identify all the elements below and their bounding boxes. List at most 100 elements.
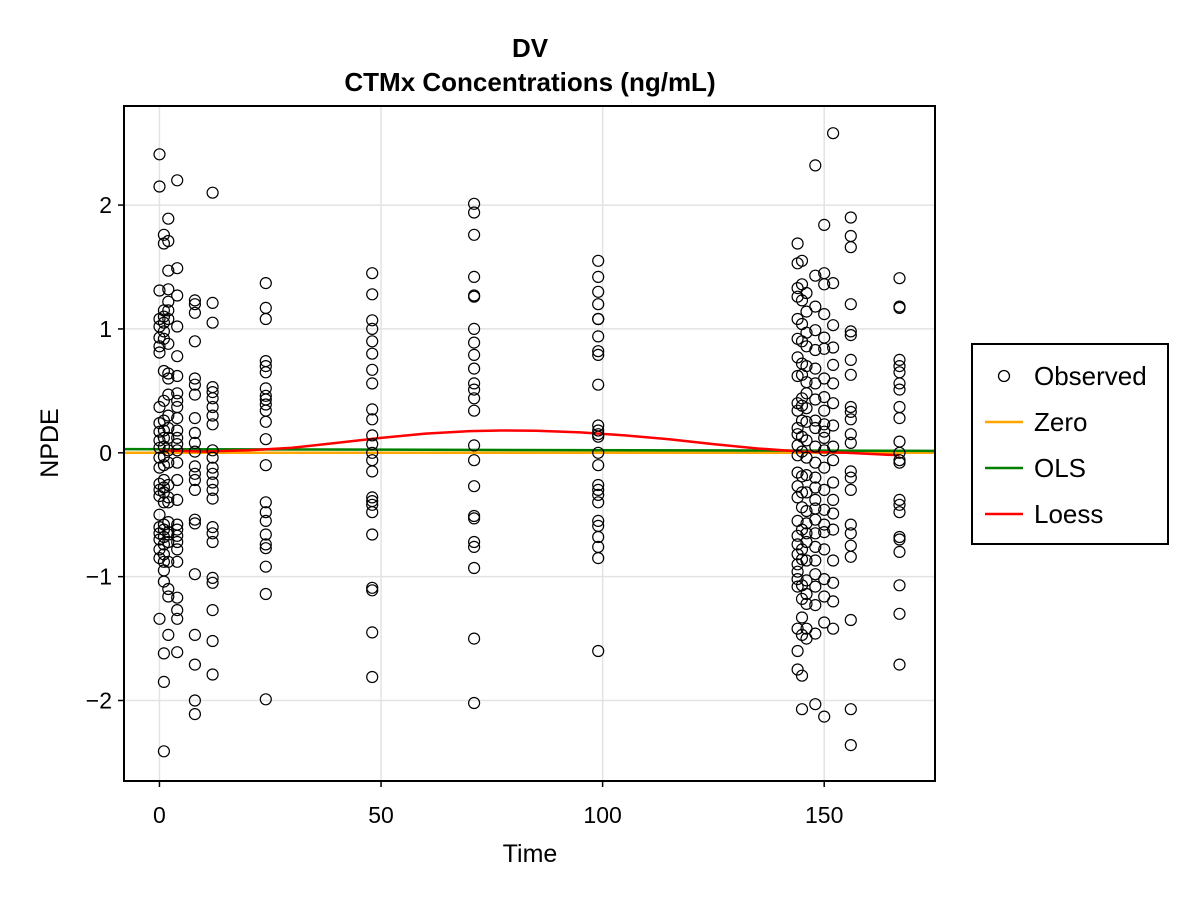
y-tick-label: 2 <box>99 192 112 218</box>
y-tick-label: −1 <box>86 564 112 590</box>
observed-point <box>206 634 219 648</box>
observed-point <box>795 669 809 682</box>
observed-point <box>844 400 857 414</box>
observed-point <box>592 478 605 492</box>
observed-point <box>259 366 272 379</box>
observed-point <box>157 394 170 407</box>
observed-point <box>259 459 272 472</box>
observed-point <box>171 456 184 469</box>
observed-point <box>818 543 831 556</box>
observed-point <box>206 476 219 489</box>
observed-point <box>592 483 605 496</box>
observed-point <box>206 535 219 549</box>
observed-point <box>809 598 822 612</box>
observed-point <box>826 358 840 371</box>
observed-point <box>468 404 481 417</box>
observed-point <box>791 449 804 462</box>
observed-point <box>153 331 166 344</box>
observed-point <box>188 388 201 401</box>
observed-point <box>171 394 184 407</box>
observed-point <box>893 360 906 373</box>
observed-point <box>809 269 822 282</box>
observed-point <box>206 461 219 474</box>
observed-point <box>171 289 184 302</box>
observed-point <box>795 553 809 566</box>
observed-point <box>188 306 201 319</box>
observed-point <box>468 540 481 554</box>
observed-point <box>206 386 219 399</box>
observed-point <box>800 326 813 339</box>
observed-point <box>592 312 605 326</box>
observed-point <box>791 565 804 578</box>
observed-point <box>206 467 219 480</box>
observed-point <box>893 272 906 285</box>
observed-point <box>592 446 605 459</box>
observed-point <box>171 320 184 333</box>
observed-point <box>826 277 840 290</box>
observed-point <box>162 582 175 596</box>
observed-point <box>188 298 201 311</box>
x-tick-label: 0 <box>153 802 166 828</box>
observed-point <box>259 389 272 402</box>
observed-point <box>844 428 857 441</box>
observed-point <box>809 324 822 337</box>
observed-point <box>800 469 813 482</box>
observed-point <box>844 353 857 366</box>
legend: Observed Zero OLS Loess <box>971 343 1169 545</box>
legend-loess-label: Loess <box>1034 499 1103 529</box>
observed-point <box>818 616 831 629</box>
observed-point <box>795 611 809 624</box>
observed-point <box>800 434 813 447</box>
observed-point <box>592 298 605 311</box>
observed-point <box>468 290 481 303</box>
observed-point <box>162 421 175 435</box>
observed-point <box>800 554 813 567</box>
x-tick-label: 150 <box>805 802 843 828</box>
observed-point <box>809 527 822 540</box>
observed-point <box>157 431 170 444</box>
observed-point <box>162 491 175 504</box>
observed-point <box>366 491 379 504</box>
observed-point <box>826 440 840 453</box>
observed-point <box>468 206 481 219</box>
observed-point <box>171 543 184 556</box>
observed-point <box>893 533 906 546</box>
observed-point <box>809 627 822 640</box>
observed-point <box>162 590 175 603</box>
observed-point <box>809 300 822 313</box>
observed-point <box>162 444 175 457</box>
observed-point <box>844 325 857 338</box>
observed-point <box>826 377 840 390</box>
observed-point <box>206 451 219 464</box>
observed-point <box>171 431 184 444</box>
observed-point <box>157 647 170 660</box>
observed-point <box>171 646 184 659</box>
observed-point <box>809 362 822 375</box>
observed-point <box>188 378 201 391</box>
observed-point <box>826 419 840 432</box>
observed-point <box>592 348 605 361</box>
observed-point <box>592 378 605 391</box>
observed-point <box>153 346 166 359</box>
observed-point <box>188 460 201 473</box>
observed-point <box>592 530 605 544</box>
observed-point <box>791 529 804 542</box>
observed-point <box>826 454 840 467</box>
observed-point <box>188 426 201 440</box>
observed-point <box>826 493 840 506</box>
observed-point <box>206 576 219 589</box>
observed-point <box>206 603 219 617</box>
observed-point <box>366 465 379 478</box>
observed-point <box>162 372 175 385</box>
observed-point <box>366 377 379 390</box>
observed-point <box>800 574 813 587</box>
observed-point <box>893 456 906 469</box>
observed-point <box>592 285 605 298</box>
observed-point <box>468 439 481 452</box>
observed-point <box>366 626 379 639</box>
observed-point <box>171 473 184 487</box>
observed-point <box>592 254 605 267</box>
x-tick-label: 50 <box>368 802 394 828</box>
observed-point <box>795 414 809 427</box>
observed-point <box>592 270 605 283</box>
